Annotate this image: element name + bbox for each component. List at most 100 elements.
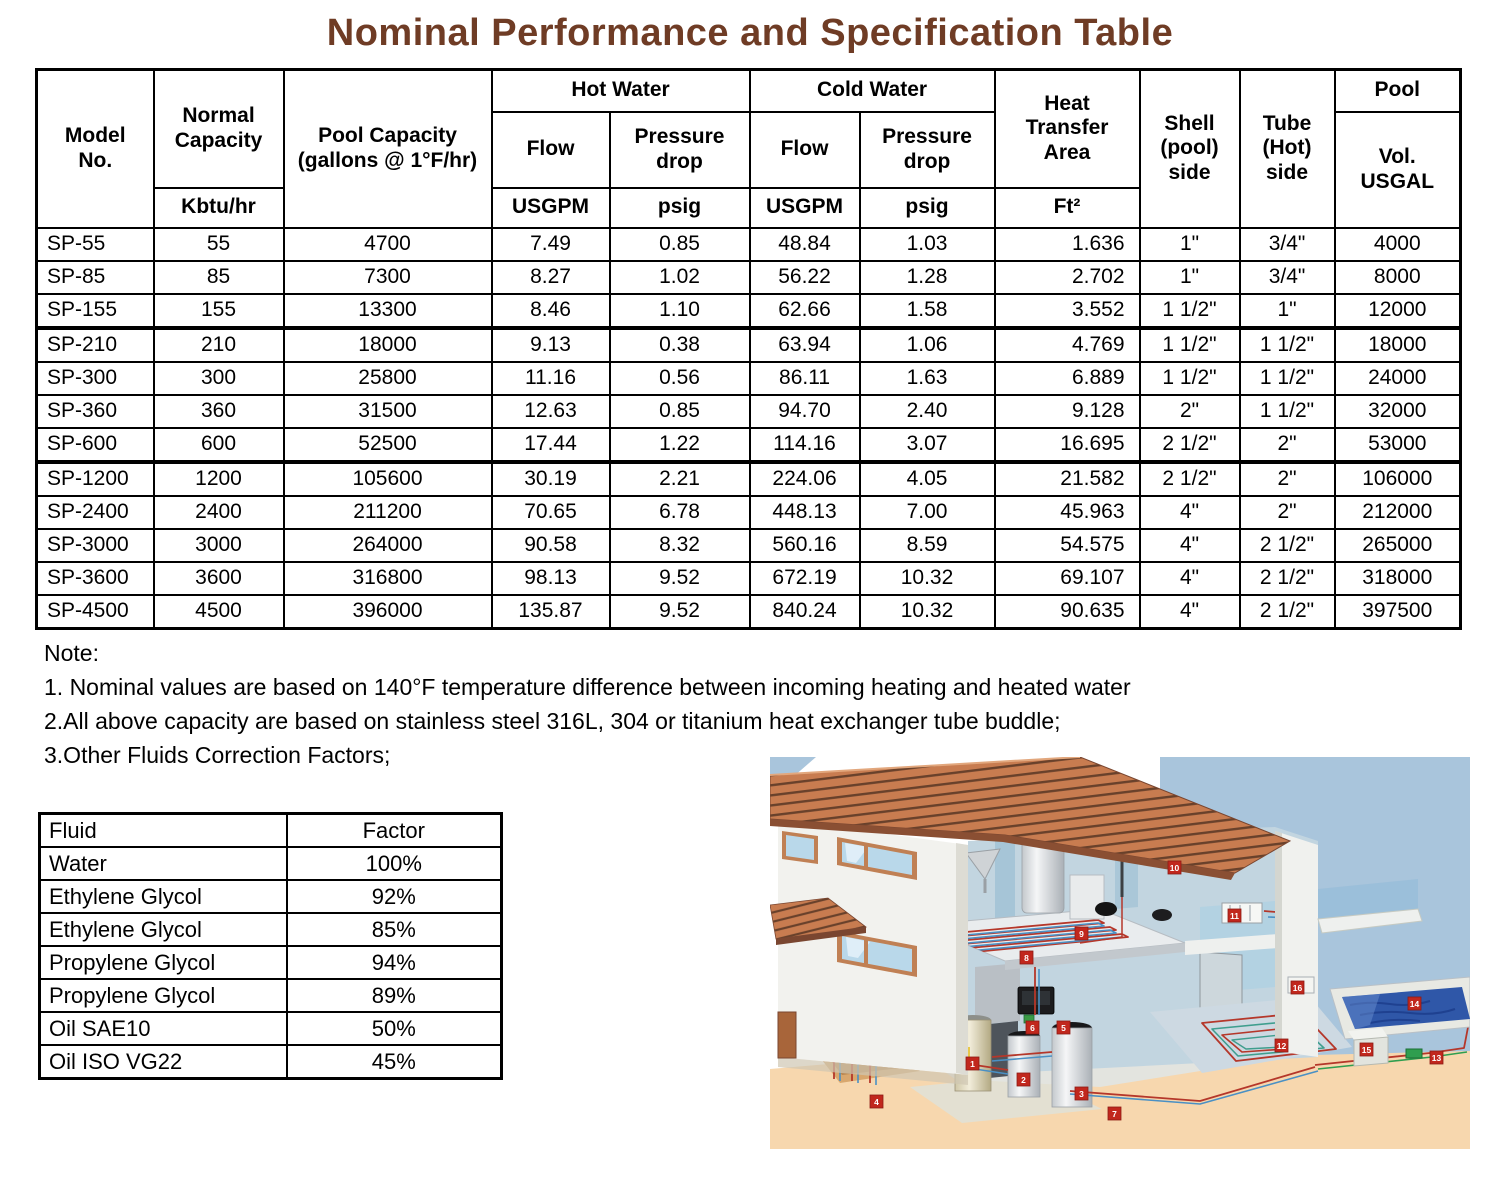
table-cell: 840.24 [748, 593, 861, 629]
header-cell: Shell (pool) side [1138, 68, 1241, 229]
table-cell: 85 [152, 259, 285, 295]
table-cell: 31500 [282, 393, 493, 429]
illustration-tag-9: 9 [1074, 926, 1089, 941]
illustration-tag-14: 14 [1407, 996, 1422, 1011]
table-row: Water 100% [38, 846, 503, 881]
table-cell: 4" [1138, 560, 1241, 596]
table-cell: 212000 [1333, 494, 1462, 530]
table-cell: 94.70 [748, 393, 861, 429]
table-cell: 1.02 [608, 259, 751, 295]
table-row: Propylene Glycol 89% [38, 978, 503, 1013]
table-cell: SP-3600 [35, 560, 155, 596]
header-cell: USGPM [490, 186, 611, 229]
table-cell: 4.769 [993, 326, 1141, 363]
header-cell: Cold Water [748, 68, 996, 113]
table-cell: 397500 [1333, 593, 1462, 629]
table-cell: 55 [152, 226, 285, 262]
svg-text:12: 12 [1277, 1041, 1287, 1051]
main-roof [770, 757, 1292, 880]
table-cell: 18000 [282, 326, 493, 363]
note-line-3: 3.Other Fluids Correction Factors; [44, 742, 391, 768]
table-cell: 10.32 [858, 593, 996, 629]
table-row: SP-4500 4500 396000 135.87 9.52 840.24 10.32 90… [35, 593, 1462, 629]
table-cell: 0.56 [608, 360, 751, 396]
table-cell: 30.19 [490, 460, 611, 497]
table-cell: Propylene Glycol [38, 978, 288, 1013]
table-cell: 1.28 [858, 259, 996, 295]
table-row: Ethylene Glycol 85% [38, 912, 503, 947]
svg-text:2: 2 [1021, 1075, 1026, 1085]
table-cell: 3.07 [858, 426, 996, 464]
table-cell: SP-1200 [35, 460, 155, 497]
header-cell: Normal Capacity [152, 68, 285, 189]
table-cell: 4" [1138, 593, 1241, 629]
table-cell: 45.963 [993, 494, 1141, 530]
table-cell: 2" [1138, 393, 1241, 429]
table-row: Oil ISO VG22 45% [38, 1044, 503, 1080]
header-cell: Factor [285, 812, 503, 848]
table-cell: 1" [1238, 292, 1336, 330]
illustration-tag-3: 3 [1074, 1086, 1089, 1101]
table-cell: 90.58 [490, 527, 611, 563]
table-cell: SP-210 [35, 326, 155, 363]
table-cell: 13300 [282, 292, 493, 330]
table-cell: Ethylene Glycol [38, 912, 288, 947]
illustration-tag-11: 11 [1227, 908, 1242, 923]
table-row: SP-360 360 31500 12.63 0.85 94.70 2.40 9.128 2" 1… [35, 393, 1462, 429]
table-cell: 2" [1238, 460, 1336, 497]
table-row: SP-210 210 18000 9.13 0.38 63.94 1.06 4.769 1 1/… [35, 326, 1462, 363]
table-cell: 4" [1138, 527, 1241, 563]
table-cell: 62.66 [748, 292, 861, 330]
table-cell: 8.59 [858, 527, 996, 563]
table-cell: 69.107 [993, 560, 1141, 596]
house-facade [777, 819, 968, 1085]
table-cell: SP-2400 [35, 494, 155, 530]
notes: Note: 1. Nominal values are based on 140… [44, 636, 1131, 772]
table-cell: 9.13 [490, 326, 611, 363]
table-cell: 3.552 [993, 292, 1141, 330]
illustration-tag-2: 2 [1016, 1072, 1031, 1087]
table-cell: 4" [1138, 494, 1241, 530]
table-cell: 1 1/2" [1138, 292, 1241, 330]
table-row: SP-1200 1200 105600 30.19 2.21 224.06 4.05 21.5… [35, 460, 1462, 497]
header-cell: Ft² [993, 186, 1141, 229]
table-cell: Oil ISO VG22 [38, 1044, 288, 1080]
table-cell: 360 [152, 393, 285, 429]
table-cell: 135.87 [490, 593, 611, 629]
table-cell: 16.695 [993, 426, 1141, 464]
table-cell: SP-360 [35, 393, 155, 429]
header-cell: Tube (Hot) side [1238, 68, 1336, 229]
notes-title: Note: [44, 640, 99, 666]
illustration-tag-5: 5 [1056, 1020, 1071, 1035]
table-cell: 94% [285, 945, 503, 980]
table-cell: 1.636 [993, 226, 1141, 262]
table-cell: 18000 [1333, 326, 1462, 363]
header-cell: psig [608, 186, 751, 229]
table-row: Oil SAE10 50% [38, 1011, 503, 1046]
table-cell: 100% [285, 846, 503, 881]
table-cell: 210 [152, 326, 285, 363]
illustration-tag-4: 4 [869, 1094, 884, 1109]
table-cell: 21.582 [993, 460, 1141, 497]
table-cell: 9.128 [993, 393, 1141, 429]
table-cell: SP-600 [35, 426, 155, 464]
table-cell: 63.94 [748, 326, 861, 363]
table-cell: 2 1/2" [1238, 560, 1336, 596]
table-cell: 3000 [152, 527, 285, 563]
header-cell: USGPM [748, 186, 861, 229]
illustration-tag-16: 16 [1290, 980, 1305, 995]
svg-text:7: 7 [1112, 1109, 1117, 1119]
header-cell: Pressure drop [608, 110, 751, 189]
header-cell: Fluid [38, 812, 288, 848]
table-cell: 12.63 [490, 393, 611, 429]
table-cell: 90.635 [993, 593, 1141, 629]
table-cell: 1.22 [608, 426, 751, 464]
table-row: Ethylene Glycol 92% [38, 879, 503, 914]
balcony [1317, 879, 1423, 934]
svg-text:16: 16 [1293, 983, 1303, 993]
header-cell: Pressure drop [858, 110, 996, 189]
illustration-tag-7: 7 [1107, 1106, 1122, 1121]
table-cell: 53000 [1333, 426, 1462, 464]
table-cell: 448.13 [748, 494, 861, 530]
table-row: SP-55 55 4700 7.49 0.85 48.84 1.03 1.636 1" 3/4" 4… [35, 226, 1462, 262]
